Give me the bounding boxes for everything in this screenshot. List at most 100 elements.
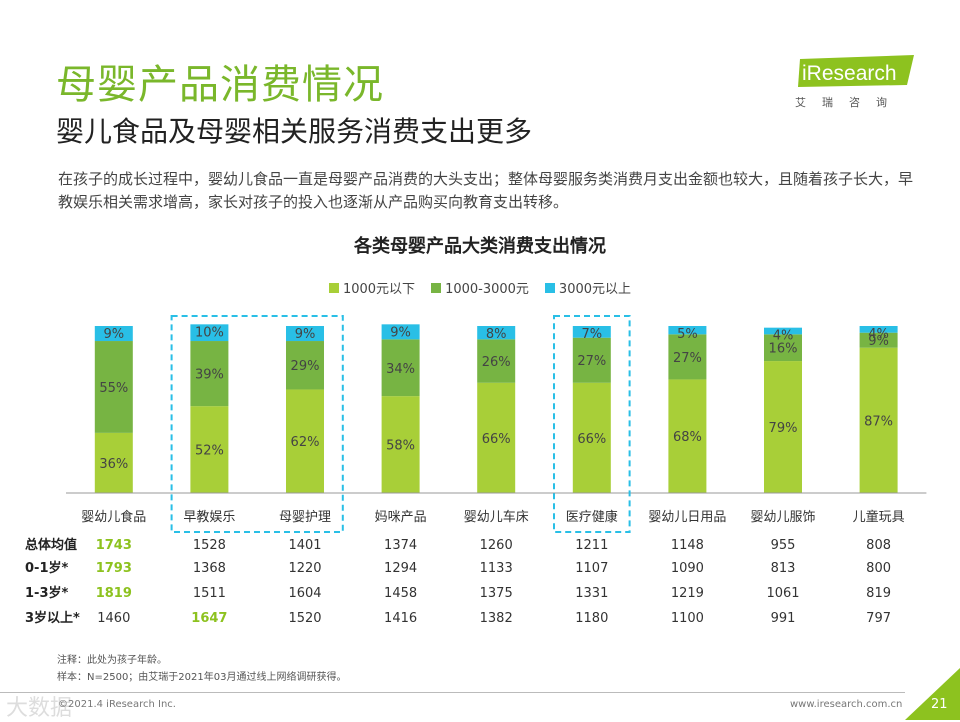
table-row-label: 3岁以上*: [25, 610, 80, 626]
data-label: 9%: [390, 325, 411, 340]
logo-green-shape: [798, 55, 914, 87]
bar-segment: [668, 326, 707, 335]
table-cell: 808: [866, 538, 891, 553]
table-cell: 1180: [575, 611, 608, 626]
table-cell: 1100: [671, 611, 704, 626]
legend-swatch: [544, 282, 555, 293]
table-cell: 813: [771, 561, 796, 576]
data-label: 66%: [577, 432, 606, 447]
legend-swatch: [328, 282, 339, 293]
table-cell: 955: [771, 538, 796, 553]
data-label: 9%: [103, 327, 124, 342]
table-cell: 1220: [288, 561, 321, 576]
bar-segment: [286, 341, 324, 390]
data-label: 7%: [581, 327, 602, 342]
table-cell: 1211: [575, 538, 608, 553]
table-cell: 1107: [575, 561, 608, 576]
bar-segment: [190, 324, 229, 342]
table-cell: 1133: [480, 561, 513, 576]
bar-segment: [764, 334, 802, 362]
bar-segment: [572, 337, 611, 383]
data-label: 39%: [195, 368, 224, 383]
table-cell: 1416: [384, 611, 417, 626]
table-cell: 1520: [288, 611, 321, 626]
table-cell: 1061: [766, 586, 799, 601]
data-label: 10%: [195, 325, 224, 340]
bar-segment: [94, 326, 133, 342]
data-label: 26%: [482, 355, 511, 370]
table-cell: 1743: [96, 538, 132, 553]
iresearch-logo: iResearch: [798, 55, 914, 87]
table-cell: 1090: [671, 561, 704, 576]
table-cell: 1374: [384, 538, 417, 553]
legend-label: 1000-3000元: [445, 282, 529, 297]
copyright: ©2021.4 iResearch Inc.: [58, 699, 176, 710]
bar-segment: [381, 324, 420, 340]
data-label: 27%: [577, 354, 606, 369]
bar-segment: [859, 332, 898, 348]
data-label: 16%: [769, 342, 798, 357]
bar-segment: [381, 339, 420, 397]
x-tick-label: 妈咪产品: [375, 510, 427, 525]
legend-swatch: [431, 282, 442, 293]
bar-segment: [381, 396, 420, 493]
table-cell: 1604: [288, 586, 321, 601]
data-label: 36%: [99, 457, 128, 472]
bar-segment: [764, 361, 802, 493]
table-cell: 1260: [480, 538, 513, 553]
data-label: 9%: [868, 334, 889, 349]
x-tick-label: 婴幼儿日用品: [648, 510, 726, 525]
table-cell: 800: [866, 561, 891, 576]
chart-title: 各类母婴产品大类消费支出情况: [354, 236, 606, 257]
table-row-label: 0-1岁*: [25, 560, 68, 576]
table-cell: 1401: [288, 538, 321, 553]
data-label: 66%: [482, 432, 511, 447]
website: www.iresearch.com.cn: [790, 699, 903, 710]
footnotes: 注释：此处为孩子年龄。 样本：N=2500；由艾瑞于2021年03月通过线上网络…: [57, 652, 346, 686]
page-title: 母婴产品消费情况: [56, 62, 384, 108]
x-tick-label: 医疗健康: [566, 509, 618, 525]
footnote-age: 注释：此处为孩子年龄。: [57, 655, 167, 666]
bar-segment: [94, 432, 133, 493]
table-cell: 1382: [480, 611, 513, 626]
table-cell: 1819: [96, 586, 132, 601]
bar-segment: [477, 382, 516, 493]
table-cell: 1458: [384, 586, 417, 601]
bar-segment: [668, 379, 707, 493]
logo-chinese: 艾瑞咨询: [795, 96, 903, 109]
table-cell: 1375: [480, 586, 513, 601]
bar-segment: [477, 326, 516, 340]
footer-divider: [0, 692, 905, 693]
data-label: 5%: [677, 327, 698, 342]
data-label: 52%: [195, 444, 224, 459]
table-cell: 991: [771, 611, 796, 626]
table-cell: 1528: [193, 538, 226, 553]
table-cell: 1511: [193, 586, 226, 601]
highlight-box: [553, 315, 631, 533]
data-label: 29%: [291, 359, 320, 374]
bar-segment: [572, 326, 611, 338]
footnote-sample: 样本：N=2500；由艾瑞于2021年03月通过线上网络调研获得。: [57, 672, 347, 683]
table-cell: 819: [866, 586, 891, 601]
data-label: 58%: [386, 439, 415, 454]
data-label: 79%: [769, 421, 798, 436]
data-label: 4%: [868, 327, 889, 342]
data-label: 4%: [773, 329, 794, 344]
page-subtitle: 婴儿食品及母婴相关服务消费支出更多: [56, 115, 533, 148]
table-cell: 797: [866, 611, 891, 626]
data-label: 87%: [864, 414, 893, 429]
data-label: 8%: [486, 327, 507, 342]
data-label: 68%: [673, 430, 702, 445]
bar-segment: [859, 347, 898, 493]
highlight-box: [170, 315, 344, 533]
page-corner-shape: [905, 668, 960, 720]
watermark: 大数据: [6, 696, 73, 721]
x-tick-label: 婴幼儿食品: [81, 509, 146, 525]
bar-segment: [286, 389, 324, 493]
data-label: 62%: [291, 435, 320, 450]
x-tick-label: 早教娱乐: [183, 509, 235, 525]
x-tick-label: 婴幼儿车床: [464, 509, 529, 525]
legend-item-1000-3000: 1000-3000元: [431, 278, 529, 297]
